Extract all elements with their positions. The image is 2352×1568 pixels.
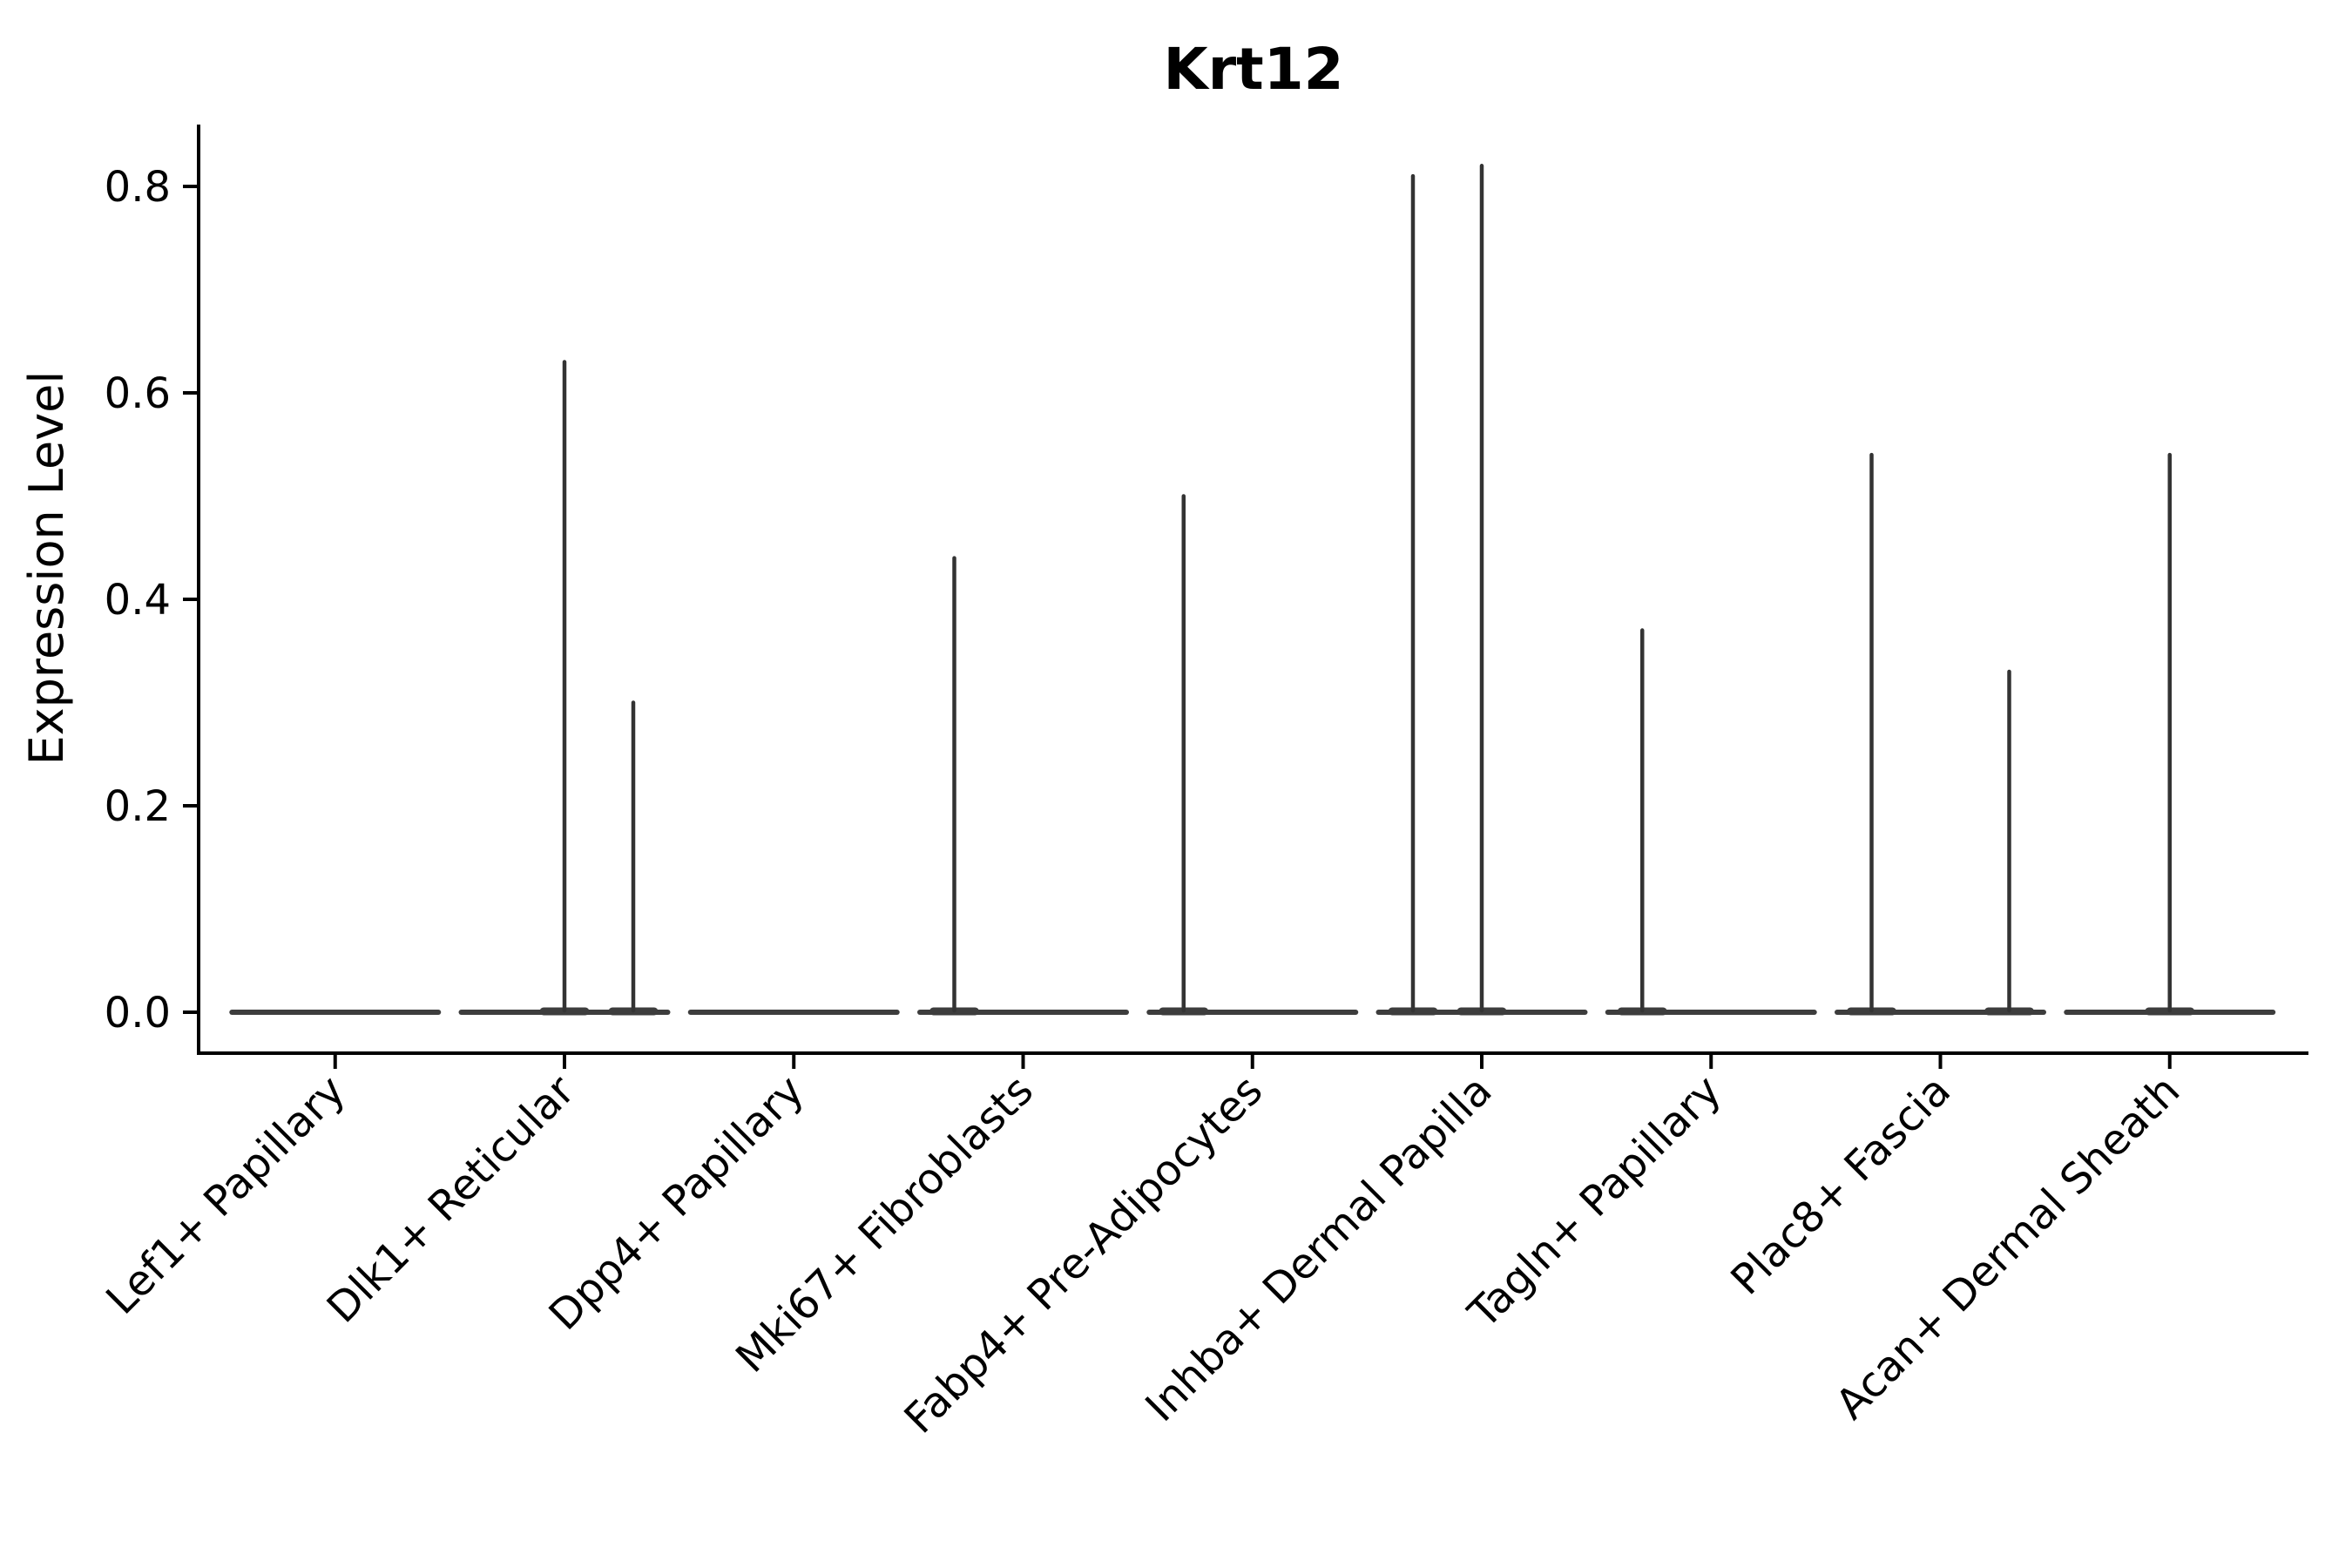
x-tick-label: Lef1+ Papillary [97, 1066, 355, 1324]
x-tick-label: Dpp4+ Papillary [540, 1066, 814, 1340]
x-tick-label: Plac8+ Fascia [1721, 1066, 1960, 1305]
y-tick-label: 0.4 [105, 576, 171, 625]
y-tick-label: 0.2 [105, 782, 171, 831]
x-tick-label: Tagln+ Papillary [1458, 1066, 1730, 1338]
y-tick-label: 0.8 [105, 163, 171, 212]
axes [197, 125, 2308, 1055]
x-axis-ticks [333, 1053, 2172, 1069]
y-axis-label: Expression Level [19, 371, 74, 766]
y-axis-ticks: 0.0 0.2 0.4 0.6 0.8 [105, 163, 199, 1037]
plot-title: Krt12 [1163, 36, 1343, 103]
violins [229, 164, 2276, 1016]
x-tick-label: Dlk1+ Reticular [318, 1066, 585, 1333]
y-tick-label: 0.0 [105, 989, 171, 1037]
y-tick-label: 0.6 [105, 369, 171, 418]
